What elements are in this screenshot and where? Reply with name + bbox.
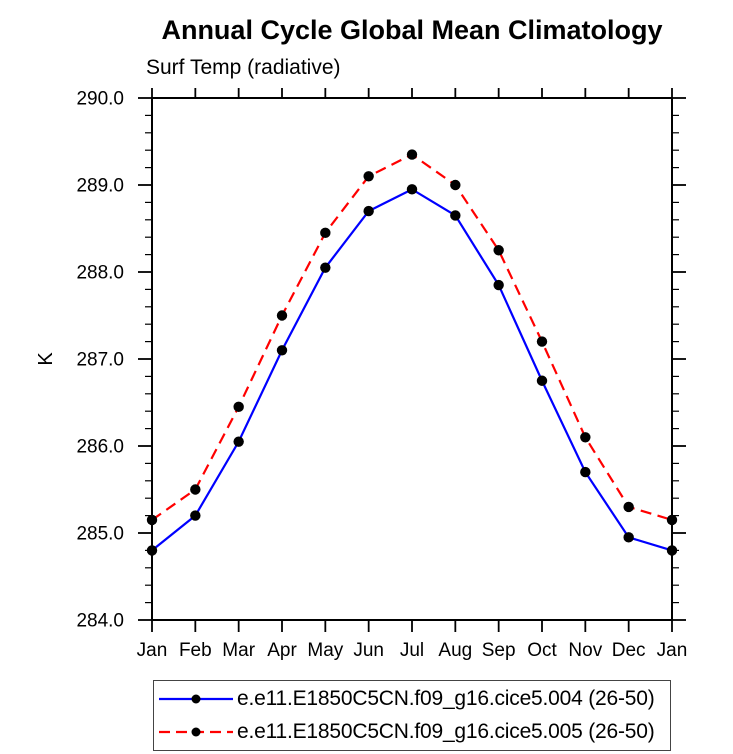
- y-tick-label: 289.0: [76, 176, 124, 197]
- plot-frame: [151, 97, 673, 621]
- data-point-series-1: [363, 171, 374, 182]
- x-tick-label: May: [307, 640, 343, 661]
- legend: e.e11.E1850C5CN.f09_g16.cice5.004 (26-50…: [153, 680, 671, 751]
- data-point-series-0: [623, 532, 634, 543]
- legend-item-0: e.e11.E1850C5CN.f09_g16.cice5.004 (26-50…: [154, 683, 670, 715]
- data-point-series-0: [406, 184, 418, 195]
- legend-label: e.e11.E1850C5CN.f09_g16.cice5.004 (26-50…: [237, 687, 655, 711]
- data-point-series-1: [233, 401, 244, 413]
- x-tick-label: Jan: [657, 640, 688, 661]
- data-point-series-0: [190, 510, 201, 521]
- y-tick-label: 285.0: [76, 524, 124, 545]
- data-point-series-0: [536, 375, 548, 386]
- x-tick-label: Oct: [527, 640, 557, 661]
- data-point-series-0: [450, 210, 461, 221]
- data-point-series-1: [493, 245, 504, 256]
- legend-marker-icon: [191, 694, 201, 704]
- chart-subtitle: Surf Temp (radiative): [146, 56, 341, 79]
- x-tick-label: Jan: [137, 640, 168, 661]
- legend-marker-icon: [191, 727, 201, 737]
- data-point-series-0: [666, 545, 678, 556]
- x-tick-label: Feb: [179, 640, 212, 661]
- data-point-series-0: [580, 466, 591, 478]
- data-point-series-1: [623, 501, 634, 513]
- data-point-series-1: [190, 484, 201, 495]
- data-point-series-1: [580, 432, 591, 443]
- y-axis-title: K: [35, 352, 57, 366]
- data-point-series-0: [233, 436, 244, 447]
- data-point-series-0: [493, 279, 504, 291]
- data-point-series-1: [406, 149, 418, 160]
- data-point-series-1: [276, 310, 288, 321]
- series-line-1: [151, 153, 673, 522]
- legend-item-1: e.e11.E1850C5CN.f09_g16.cice5.005 (26-50…: [154, 716, 670, 748]
- legend-sample: [159, 727, 233, 737]
- y-tick-label: 290.0: [76, 89, 124, 110]
- data-point-series-1: [666, 514, 678, 526]
- legend-label: e.e11.E1850C5CN.f09_g16.cice5.005 (26-50…: [237, 719, 655, 743]
- x-tick-label: Dec: [612, 640, 646, 661]
- data-point-series-1: [146, 514, 158, 526]
- data-point-series-1: [536, 336, 548, 347]
- y-tick-label: 284.0: [76, 611, 124, 632]
- data-point-series-0: [146, 545, 158, 556]
- data-point-series-1: [450, 179, 461, 191]
- data-point-series-0: [320, 262, 331, 273]
- y-tick-label: 286.0: [76, 437, 124, 458]
- data-point-series-0: [363, 205, 374, 217]
- x-tick-label: Jul: [400, 640, 424, 661]
- x-tick-label: Apr: [267, 640, 297, 661]
- x-tick-label: Sep: [482, 640, 516, 661]
- data-point-series-0: [276, 345, 288, 356]
- data-point-series-1: [320, 227, 331, 239]
- x-tick-label: Mar: [222, 640, 255, 661]
- chart-title: Annual Cycle Global Mean Climatology: [161, 15, 663, 45]
- x-tick-label: Nov: [568, 640, 602, 661]
- y-tick-label: 288.0: [76, 263, 124, 284]
- x-tick-label: Aug: [438, 640, 472, 661]
- x-tick-label: Jun: [353, 640, 384, 661]
- y-tick-label: 287.0: [76, 350, 124, 371]
- series-line-0: [151, 188, 673, 552]
- legend-sample: [159, 694, 233, 704]
